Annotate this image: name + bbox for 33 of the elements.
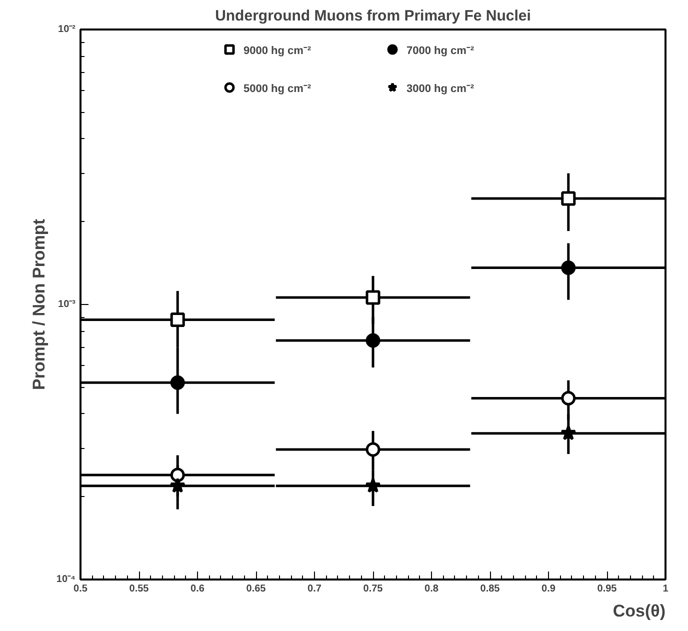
x-tick-label: 0.85 bbox=[480, 584, 500, 594]
chart-title: Underground Muons from Primary Fe Nuclei bbox=[215, 8, 531, 24]
point bbox=[561, 260, 576, 276]
x-tick-label: 0.8 bbox=[424, 584, 439, 594]
point bbox=[366, 333, 380, 348]
x-tick-label: 0.55 bbox=[129, 584, 150, 594]
point bbox=[561, 391, 576, 406]
y-tick-label: 10⁻⁴ bbox=[56, 574, 76, 585]
legend-label: 9000 hg cm⁻² bbox=[244, 44, 312, 56]
y-axis-title: Prompt / Non Prompt bbox=[29, 218, 48, 390]
point bbox=[170, 312, 185, 328]
legend-label: 7000 hg cm⁻² bbox=[406, 44, 476, 56]
x-tick-label: 0.7 bbox=[308, 584, 322, 594]
x-tick-label: 0.5 bbox=[74, 584, 88, 594]
point bbox=[170, 468, 185, 482]
x-tick-label: 0.9 bbox=[542, 584, 556, 594]
x-tick-label: 1 bbox=[662, 584, 669, 594]
y-tick-label: 10⁻² bbox=[58, 24, 76, 35]
point bbox=[560, 425, 576, 440]
x-axis-title: Cos(θ) bbox=[612, 602, 666, 620]
point bbox=[170, 478, 186, 493]
x-tick-label: 0.95 bbox=[597, 584, 618, 594]
point bbox=[170, 375, 185, 390]
legend-label: 5000 hg cm⁻² bbox=[244, 82, 312, 94]
point bbox=[366, 442, 380, 457]
point bbox=[561, 191, 576, 206]
x-tick-label: 0.75 bbox=[363, 584, 384, 594]
point bbox=[366, 290, 380, 305]
legend-label: 3000 hg cm⁻² bbox=[406, 82, 476, 94]
y-tick-label: 10⁻³ bbox=[58, 299, 76, 310]
point bbox=[365, 478, 381, 493]
x-tick-label: 0.6 bbox=[190, 584, 205, 594]
x-tick-label: 0.65 bbox=[246, 584, 266, 594]
